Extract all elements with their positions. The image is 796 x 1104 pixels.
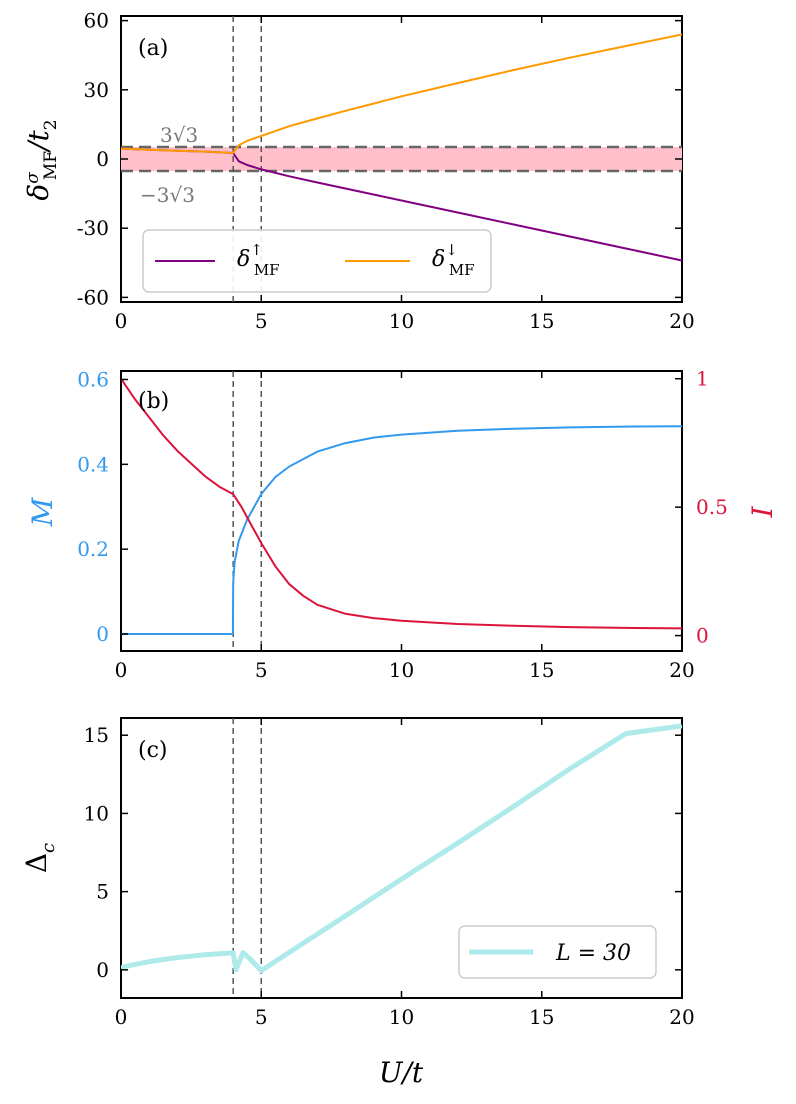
band-lower-label: −3√3 bbox=[140, 183, 195, 207]
panel-a-yticks: 60 30 0 -30 -60 bbox=[77, 9, 682, 309]
x-tick-label: 0 bbox=[115, 309, 128, 333]
panel-a-xticks: 0 5 10 15 20 bbox=[115, 16, 695, 333]
panel-c-yticks: 0 5 10 15 bbox=[84, 723, 682, 982]
panel-b-ylabel-left: M bbox=[26, 496, 59, 527]
y-tick-label: 60 bbox=[84, 9, 109, 33]
panel-a-label: (a) bbox=[138, 36, 168, 61]
y-tick-label: 10 bbox=[84, 801, 109, 825]
legend-label-c: L = 30 bbox=[555, 941, 631, 966]
y-tick-label: -30 bbox=[77, 216, 109, 240]
band-upper-label: 3√3 bbox=[160, 123, 198, 147]
panel-c-legend: L = 30 bbox=[458, 925, 657, 979]
y-tick-label: 0 bbox=[96, 958, 109, 982]
panel-a-series bbox=[121, 33, 682, 262]
panel-b-vlines bbox=[232, 371, 262, 651]
y-tick-label: 15 bbox=[84, 723, 109, 747]
y-tick-label: 0.2 bbox=[77, 537, 109, 561]
y-tick-label: 0 bbox=[96, 147, 109, 171]
y-tick-label: 0 bbox=[96, 622, 109, 646]
panel-c: 0 5 10 15 20 0 5 10 15 (c) Δc U/t L = 30 bbox=[20, 717, 695, 1089]
series-magnetization bbox=[121, 425, 682, 635]
panel-c-series bbox=[121, 723, 682, 974]
series-i bbox=[121, 378, 682, 630]
panel-c-ylabel: Δc bbox=[20, 843, 59, 873]
y-tick-label: 5 bbox=[96, 880, 109, 904]
panel-c-xticks: 0 5 10 15 20 bbox=[115, 718, 695, 1029]
x-tick-label: 5 bbox=[255, 1005, 268, 1029]
panel-b-frame bbox=[120, 370, 683, 652]
series-gap bbox=[121, 723, 682, 974]
x-tick-label: 10 bbox=[389, 1005, 414, 1029]
y-tick-label: 30 bbox=[84, 78, 109, 102]
x-tick-label: 15 bbox=[529, 658, 554, 682]
panel-b-label: (b) bbox=[138, 389, 169, 414]
panel-a: 0 5 10 15 20 60 30 0 -30 -60 (a) 3√3 −3√3 δσMF/t… bbox=[22, 9, 695, 333]
x-tick-label: 15 bbox=[529, 1005, 554, 1029]
band-fill bbox=[121, 147, 682, 171]
y-tick-label: 0.6 bbox=[77, 367, 109, 391]
legend-box-c bbox=[458, 925, 657, 979]
panel-c-xlabel: U/t bbox=[379, 1056, 424, 1089]
x-tick-label: 5 bbox=[255, 658, 268, 682]
panel-b-yticks-left: 0 0.2 0.4 0.6 bbox=[77, 367, 128, 646]
x-tick-label: 5 bbox=[255, 309, 268, 333]
panel-b-series bbox=[121, 378, 682, 635]
x-tick-label: 0 bbox=[115, 1005, 128, 1029]
x-tick-label: 20 bbox=[669, 658, 694, 682]
panel-c-label: (c) bbox=[138, 738, 168, 763]
x-tick-label: 10 bbox=[389, 309, 414, 333]
x-tick-label: 10 bbox=[389, 658, 414, 682]
threshold-band bbox=[121, 145, 682, 173]
panel-a-legend: δ↑ MF δ↓ MF bbox=[142, 229, 492, 293]
panel-b-yticks-right: 00.51 bbox=[675, 367, 728, 648]
panel-a-vlines bbox=[232, 16, 262, 302]
panel-b-xticks: 0 5 10 15 20 bbox=[115, 371, 695, 682]
legend-label-up: δ↑ MF bbox=[237, 241, 280, 279]
panel-a-ylabel: δσMF/t2 bbox=[22, 119, 61, 200]
panel-b: 0 5 10 15 20 00.20.40.6 00.51 (b) M I bbox=[26, 367, 779, 682]
x-tick-label: 20 bbox=[669, 1005, 694, 1029]
y-tick-label: -60 bbox=[77, 285, 109, 309]
legend-label-down: δ↓ MF bbox=[432, 241, 475, 279]
y-tick-label-right: 1 bbox=[696, 367, 709, 391]
legend-box bbox=[142, 229, 492, 293]
x-tick-label: 0 bbox=[115, 658, 128, 682]
y-tick-label-right: 0.5 bbox=[696, 495, 728, 519]
x-tick-label: 15 bbox=[529, 309, 554, 333]
panel-b-ylabel-right: I bbox=[746, 506, 779, 519]
series-delta-down bbox=[121, 33, 682, 154]
x-tick-label: 20 bbox=[669, 309, 694, 333]
y-tick-label-right: 0 bbox=[696, 624, 709, 648]
y-tick-label: 0.4 bbox=[77, 452, 109, 476]
